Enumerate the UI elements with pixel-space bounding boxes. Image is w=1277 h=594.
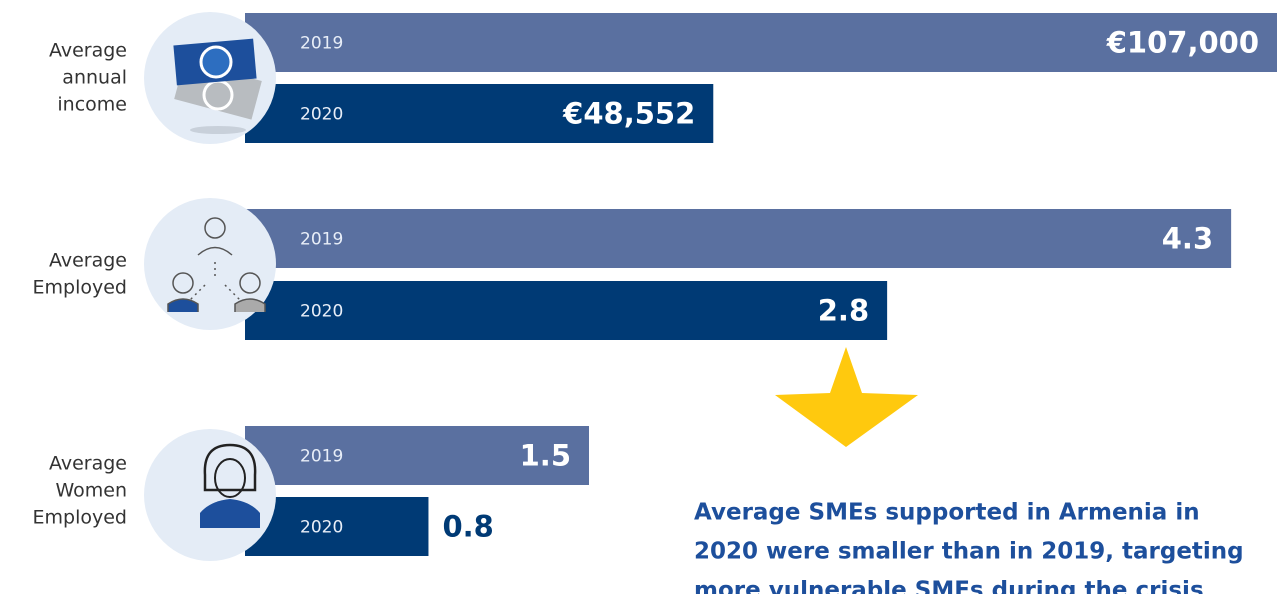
arrow-icon xyxy=(775,347,918,447)
value-label: €48,552 xyxy=(562,97,695,131)
woman-icon xyxy=(200,443,260,528)
value-label: 4.3 xyxy=(1162,222,1213,256)
bar xyxy=(245,209,1232,268)
year-label: 2020 xyxy=(300,302,343,322)
value-label: 1.5 xyxy=(520,439,571,473)
year-label: 2020 xyxy=(300,105,343,125)
bar xyxy=(245,497,429,556)
annotation: Average SMEs supported in Armenia in xyxy=(694,500,1200,526)
year-label: 2019 xyxy=(300,34,343,54)
group-label: Average xyxy=(49,250,127,272)
group-label: Employed xyxy=(33,507,127,529)
group-label: income xyxy=(57,94,127,116)
icon-circle xyxy=(144,198,276,330)
group-label: Employed xyxy=(33,277,127,299)
year-label: 2019 xyxy=(300,230,343,250)
group-label: Women xyxy=(55,480,127,502)
group-label: annual xyxy=(62,67,127,89)
group-label: Average xyxy=(49,40,127,62)
bar xyxy=(245,13,1277,72)
bar xyxy=(245,426,589,485)
year-label: 2019 xyxy=(300,447,343,467)
bar xyxy=(245,281,888,340)
group-label: Average xyxy=(49,453,127,475)
annotation: more vulnerable SMEs during the crisis xyxy=(694,578,1204,594)
year-label: 2020 xyxy=(300,518,343,538)
money-icon xyxy=(173,38,262,134)
bar xyxy=(245,84,714,143)
value-label: €107,000 xyxy=(1106,26,1259,60)
annotation: 2020 were smaller than in 2019, targetin… xyxy=(694,539,1244,565)
value-label: 0.8 xyxy=(442,510,493,544)
icon-circle xyxy=(144,429,276,561)
people-icon xyxy=(167,217,266,312)
value-label: 2.8 xyxy=(818,294,869,328)
